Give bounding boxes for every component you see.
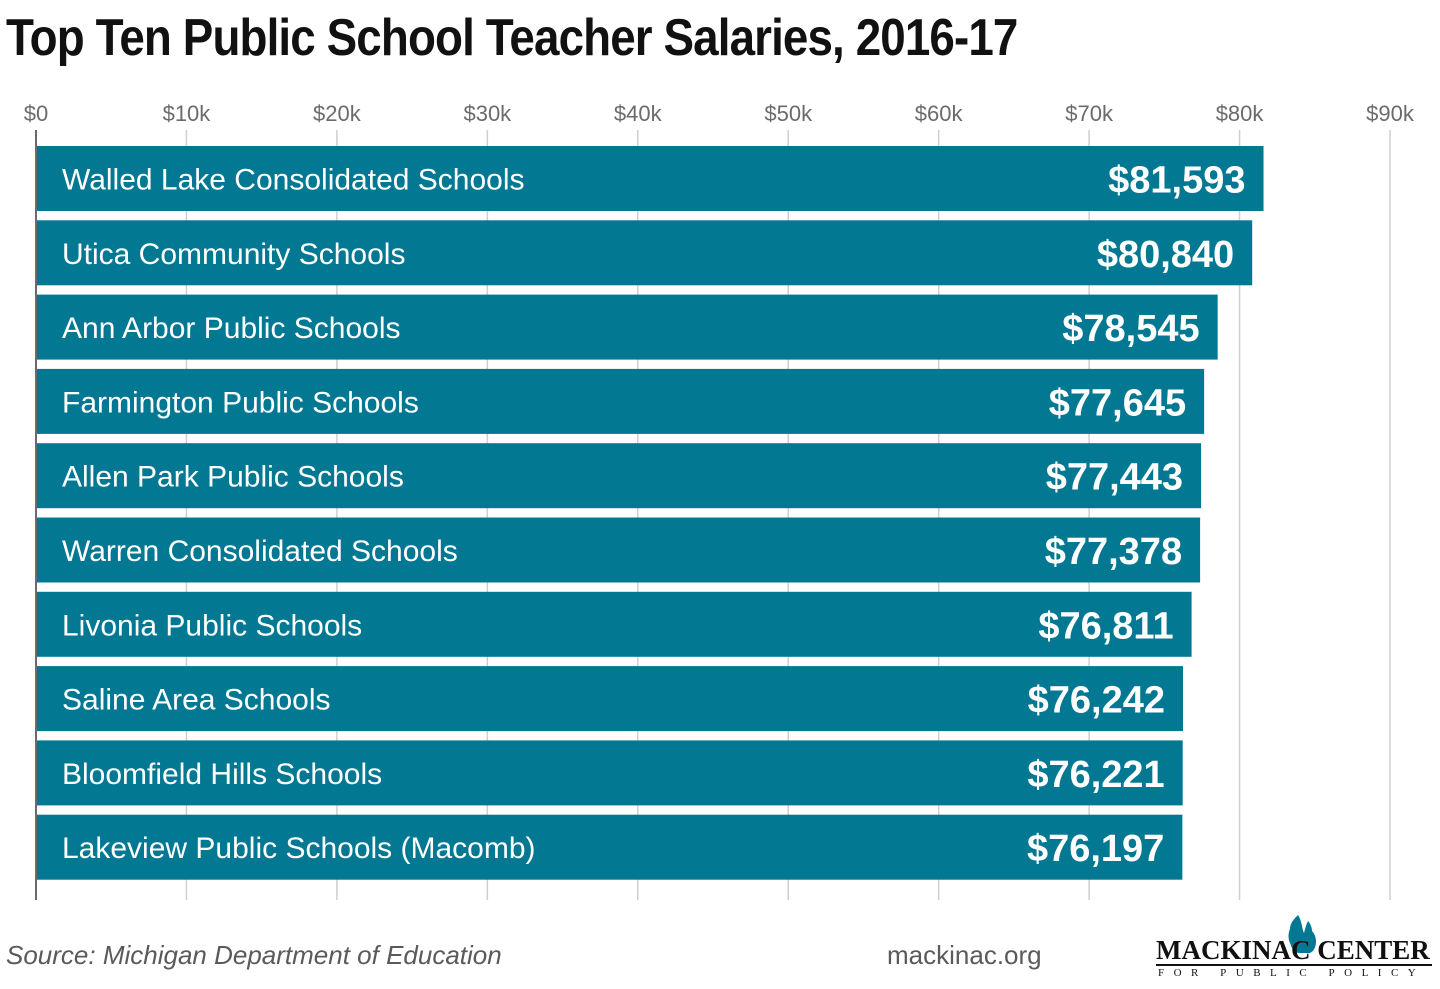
bars: Walled Lake Consolidated Schools $81,593 U… (37, 146, 1264, 880)
michigan-mitten-icon (1288, 915, 1316, 953)
x-tick-label: $80k (1216, 101, 1265, 126)
bar-category-label: Livonia Public Schools (62, 609, 362, 642)
bar-value-label: $76,811 (1038, 605, 1173, 647)
bar-value-label: $77,378 (1045, 531, 1182, 573)
bar[interactable] (37, 294, 1218, 360)
x-tick-label: $90k (1366, 101, 1415, 126)
x-tick-label: $30k (463, 101, 512, 126)
x-tick-label: $50k (764, 101, 813, 126)
bar-group: Lakeview Public Schools (Macomb) $76,197 (37, 814, 1183, 880)
bar-group: Ann Arbor Public Schools $78,545 (37, 294, 1218, 360)
bar[interactable] (37, 591, 1192, 657)
chart-title: Top Ten Public School Teacher Salaries, … (6, 9, 1018, 67)
bar-category-label: Saline Area Schools (62, 684, 331, 717)
bar-group: Warren Consolidated Schools $77,378 (37, 517, 1201, 583)
x-tick-label: $40k (614, 101, 663, 126)
bar[interactable] (37, 740, 1183, 806)
bar-value-label: $77,443 (1046, 457, 1183, 499)
bar-value-label: $80,840 (1097, 234, 1234, 276)
bar-value-label: $77,645 (1049, 382, 1186, 424)
x-tick-label: $70k (1065, 101, 1114, 126)
bar-category-label: Lakeview Public Schools (Macomb) (62, 832, 536, 865)
bar[interactable] (37, 220, 1253, 286)
bar[interactable] (37, 443, 1202, 509)
x-tick-label: $60k (915, 101, 964, 126)
bar-value-label: $76,197 (1027, 828, 1164, 870)
mackinac-center-logo[interactable]: MACKINAC CENTER FOR PUBLIC POLICY (1150, 913, 1435, 983)
bar-category-label: Allen Park Public Schools (62, 461, 404, 494)
x-tick-label: $0 (24, 101, 48, 126)
bar-group: Bloomfield Hills Schools $76,221 (37, 740, 1183, 806)
bar-value-label: $78,545 (1062, 308, 1199, 350)
bar[interactable] (37, 814, 1183, 880)
bar[interactable] (37, 666, 1184, 732)
bar[interactable] (37, 368, 1205, 434)
bar[interactable] (37, 517, 1201, 583)
logo-tagline: FOR PUBLIC POLICY (1158, 967, 1426, 979)
logo-name: MACKINAC CENTER (1156, 935, 1430, 965)
source-note: Source: Michigan Department of Education (6, 940, 502, 970)
bar[interactable] (37, 146, 1264, 211)
bar-value-label: $76,221 (1027, 754, 1164, 796)
bar-value-label: $76,242 (1028, 680, 1165, 722)
bar-category-label: Bloomfield Hills Schools (62, 758, 382, 791)
x-tick-label: $20k (313, 101, 362, 126)
bar-category-label: Farmington Public Schools (62, 386, 419, 419)
bar-category-label: Ann Arbor Public Schools (62, 312, 401, 345)
x-axis-ticks: $0 $10k $20k $30k $40k $50k $60k $70k $80k $90k (24, 101, 1415, 126)
website-link[interactable]: mackinac.org (887, 940, 1042, 970)
bar-group: Saline Area Schools $76,242 (37, 666, 1184, 732)
bar-category-label: Warren Consolidated Schools (62, 535, 458, 568)
bar-value-label: $81,593 (1108, 160, 1245, 202)
x-tick-label: $10k (163, 101, 212, 126)
logo-divider (1156, 964, 1432, 966)
bar-group: Allen Park Public Schools $77,443 (37, 443, 1202, 509)
bar-group: Walled Lake Consolidated Schools $81,593 (37, 146, 1264, 211)
bar-category-label: Walled Lake Consolidated Schools (62, 164, 525, 197)
bar-group: Livonia Public Schools $76,811 (37, 591, 1192, 657)
bar-category-label: Utica Community Schools (62, 238, 405, 271)
bar-group: Farmington Public Schools $77,645 (37, 368, 1205, 434)
bar-group: Utica Community Schools $80,840 (37, 220, 1253, 286)
